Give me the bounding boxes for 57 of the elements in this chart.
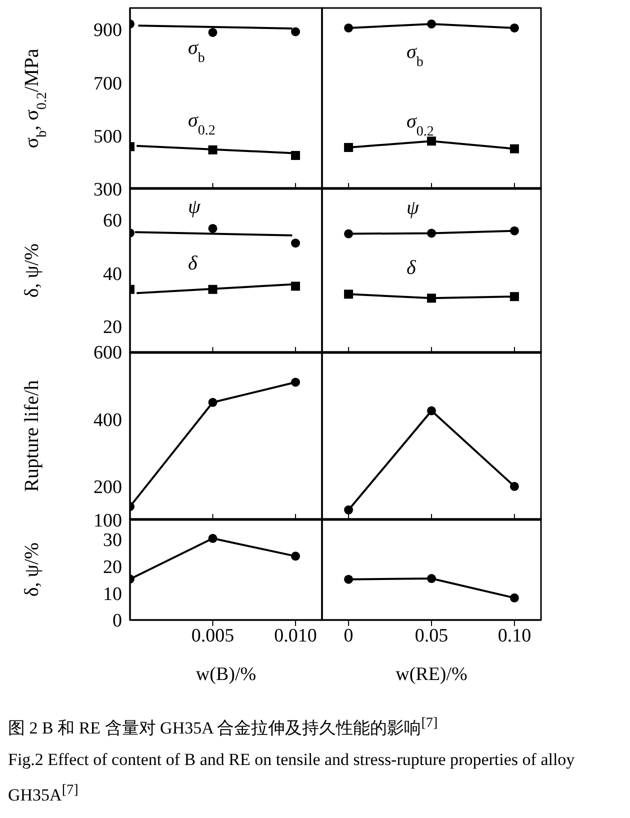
y-tick-label: 20 — [103, 556, 122, 578]
series-label: ψ — [188, 196, 201, 218]
series-label: σ$_{b}$ — [188, 36, 205, 66]
point — [291, 552, 300, 561]
point — [291, 378, 300, 387]
x-axis-title: w(B)/% — [196, 664, 256, 685]
point — [427, 19, 436, 28]
point — [344, 23, 354, 32]
y-tick-label: 0 — [112, 610, 122, 632]
y-axis-title: δ, ψ/% — [21, 243, 43, 298]
point — [427, 228, 436, 238]
y-tick-label: 600 — [94, 342, 122, 364]
point — [291, 150, 300, 160]
point — [291, 238, 300, 248]
x-tick-label: 0.05 — [414, 625, 448, 646]
point — [291, 282, 300, 291]
series-label: ψ — [406, 196, 420, 219]
point — [510, 226, 519, 236]
caption: 图 2 B 和 RE 含量对 GH35A 合金拉伸及持久性能的影响$^{[7]}$ — [8, 714, 439, 740]
y-tick-label: 500 — [94, 126, 122, 148]
point — [291, 27, 300, 36]
y-tick-label: 60 — [103, 210, 122, 232]
x-tick-label: 0.10 — [498, 625, 532, 646]
series-label: σ$_{0.2}$ — [188, 110, 216, 138]
y-tick-label: 10 — [103, 584, 122, 605]
point — [344, 229, 354, 238]
y-tick-label: 200 — [94, 477, 122, 498]
y-tick-label: 40 — [103, 264, 122, 285]
y-tick-label: 30 — [103, 530, 122, 551]
point — [510, 144, 519, 154]
series-label: δ — [188, 252, 198, 274]
point — [344, 142, 354, 152]
y-tick-label: 100 — [94, 510, 122, 532]
point — [208, 534, 218, 543]
y-tick-label: 20 — [103, 317, 122, 338]
x-tick-label: 0.010 — [274, 625, 317, 646]
x-tick-label: 0 — [344, 625, 354, 646]
y-axis-title: Rupture life/h — [21, 380, 43, 492]
point — [510, 23, 519, 32]
series-label: σ$_{b}$ — [406, 40, 424, 70]
y-tick-label: 400 — [94, 410, 122, 431]
x-tick-label: 0.005 — [191, 625, 234, 646]
point — [208, 398, 218, 407]
y-tick-label: 900 — [94, 20, 122, 42]
point — [510, 292, 519, 302]
series-label: δ — [406, 257, 417, 280]
point — [427, 294, 436, 303]
point — [208, 28, 218, 37]
point — [427, 136, 436, 146]
x-axis-title: w(RE)/% — [396, 664, 468, 685]
y-axis-title: δ, ψ/% — [21, 542, 43, 597]
point — [208, 224, 218, 233]
y-tick-label: 700 — [94, 73, 122, 94]
y-tick-label: 300 — [94, 180, 122, 201]
point — [344, 290, 354, 299]
series-label: σ$_{0.2}$ — [406, 110, 434, 139]
caption: Fig.2 Effect of content of B and RE on tensile and stress-rupture properties of alloy GH35A$^{[7]}$ — [8, 748, 576, 806]
